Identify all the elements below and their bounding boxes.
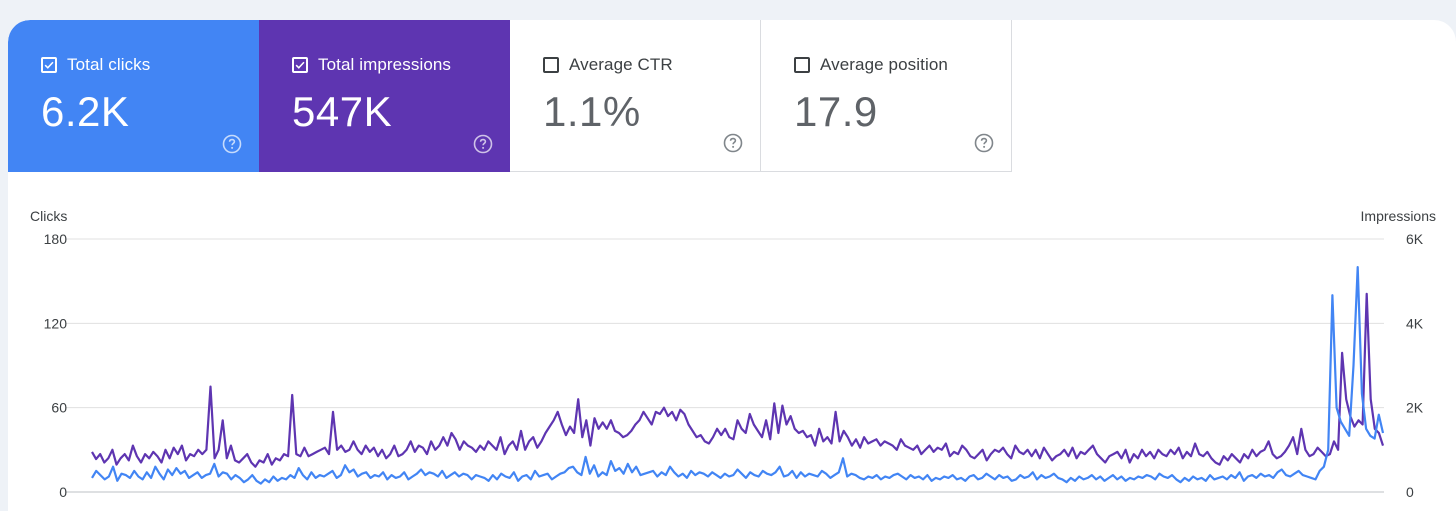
total-impressions-tile[interactable]: Total impressions 547K (259, 20, 510, 172)
help-circle-icon[interactable] (222, 134, 242, 154)
help-circle-icon[interactable] (723, 133, 743, 153)
help-circle-icon[interactable] (974, 133, 994, 153)
left-axis-title: Clicks (30, 208, 67, 224)
help-circle-icon[interactable] (473, 134, 493, 154)
average-position-tile[interactable]: Average position 17.9 (761, 20, 1012, 172)
right-axis-ticks: 0 2K 4K 6K (1406, 231, 1424, 500)
metric-label: Average position (820, 55, 948, 74)
performance-card: Total clicks 6.2K Total impressions 547K (8, 20, 1456, 511)
impressions-line (91, 292, 1385, 468)
left-tick-label: 180 (44, 231, 68, 247)
metric-label: Total impressions (318, 55, 452, 74)
left-axis-ticks: 0 60 120 180 (44, 231, 68, 500)
metric-label: Total clicks (67, 55, 151, 74)
right-tick-label: 0 (1406, 484, 1414, 500)
average-ctr-tile[interactable]: Average CTR 1.1% (510, 20, 761, 172)
clicks-line (91, 266, 1385, 485)
right-tick-label: 2K (1406, 400, 1424, 416)
total-clicks-tile[interactable]: Total clicks 6.2K (8, 20, 259, 172)
checkbox-icon[interactable] (292, 57, 308, 73)
checkbox-icon[interactable] (543, 57, 559, 73)
checkbox-icon[interactable] (794, 57, 810, 73)
tile-header: Total clicks (41, 55, 150, 75)
right-tick-label: 4K (1406, 315, 1424, 331)
checkbox-icon[interactable] (41, 57, 57, 73)
metric-tiles: Total clicks 6.2K Total impressions 547K (8, 20, 1012, 172)
metric-value: 547K (292, 88, 393, 135)
left-tick-label: 120 (44, 315, 68, 331)
metric-value: 6.2K (41, 88, 130, 135)
gridlines (66, 238, 1384, 493)
metric-value: 1.1% (543, 88, 641, 135)
left-tick-label: 0 (59, 484, 67, 500)
metric-value: 17.9 (794, 88, 878, 135)
right-tick-label: 6K (1406, 231, 1424, 247)
tile-header: Average CTR (543, 55, 673, 75)
metric-label: Average CTR (569, 55, 673, 74)
tile-header: Average position (794, 55, 948, 75)
right-axis-title: Impressions (1361, 208, 1436, 224)
tile-header: Total impressions (292, 55, 451, 75)
left-tick-label: 60 (51, 400, 67, 416)
